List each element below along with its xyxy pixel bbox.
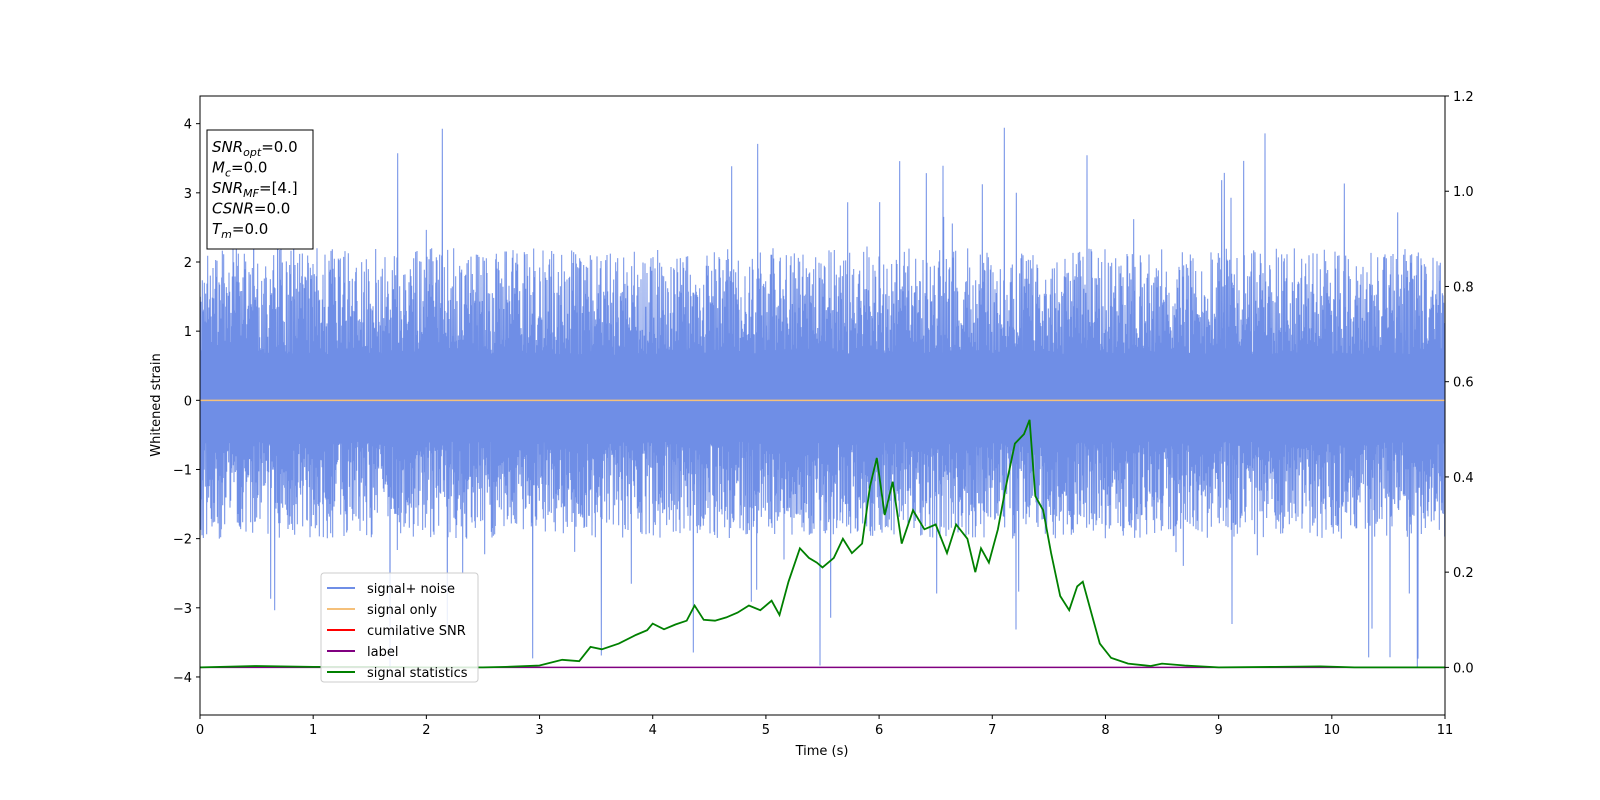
- annotation-line: CSNR=0.0: [212, 200, 290, 218]
- y-tick-label: −3: [173, 602, 192, 617]
- legend-label: label: [367, 645, 398, 660]
- annotation-line: SNRopt=0.0: [212, 138, 298, 159]
- y-axis-label: Whitened strain: [149, 353, 164, 456]
- x-tick-label: 5: [762, 723, 770, 738]
- y2-tick-label: 0.0: [1453, 661, 1474, 676]
- x-tick-label: 1: [309, 723, 317, 738]
- legend-label: signal statistics: [367, 666, 468, 681]
- y2-tick-label: 0.6: [1453, 376, 1474, 391]
- y2-tick-label: 0.2: [1453, 566, 1474, 581]
- y-tick-label: −1: [173, 463, 192, 478]
- y2-tick-label: 1.2: [1453, 90, 1474, 105]
- x-axis-label: Time (s): [795, 744, 849, 759]
- y-tick-label: 2: [184, 256, 192, 271]
- y2-tick-label: 0.8: [1453, 280, 1474, 295]
- series-signal-plus-noise-line: [200, 127, 1445, 669]
- y-axis-right: 0.0 0.2 0.4 0.6 0.8 1.0 1.2: [1445, 90, 1474, 676]
- x-tick-label: 9: [1214, 723, 1222, 738]
- x-tick-label: 6: [875, 723, 883, 738]
- plot-frame: [199, 95, 1446, 716]
- x-tick-label: 3: [535, 723, 543, 738]
- x-tick-label: 11: [1437, 723, 1454, 738]
- annotation-line: SNRMF=[4.]: [212, 179, 298, 200]
- y-axis-left: −4 −3 −2 −1 0 1 2 3 4: [173, 118, 200, 686]
- x-tick-label: 7: [988, 723, 996, 738]
- x-tick-label: 0: [196, 723, 204, 738]
- y2-tick-label: 1.0: [1453, 185, 1474, 200]
- annotation-line: Tm=0.0: [212, 220, 268, 241]
- legend-label: cumilative SNR: [367, 624, 466, 639]
- legend-label: signal only: [367, 603, 437, 618]
- legend-label: signal+ noise: [367, 582, 455, 597]
- y-tick-label: 0: [184, 394, 192, 409]
- y-tick-label: 1: [184, 325, 192, 340]
- annotation-line: Mc=0.0: [212, 159, 267, 180]
- y-tick-label: −4: [173, 671, 192, 686]
- legend: signal+ noise signal only cumilative SNR la…: [320, 572, 479, 683]
- y2-tick-label: 0.4: [1453, 471, 1474, 486]
- y-tick-label: 3: [184, 187, 192, 202]
- x-axis: 0 1 2 3 4 5 6 7 8 9 10 11: [196, 715, 1453, 738]
- series-signal-statistics-line: [200, 419, 1445, 669]
- x-tick-label: 10: [1324, 723, 1341, 738]
- x-tick-label: 8: [1101, 723, 1109, 738]
- y-tick-label: 4: [184, 118, 192, 133]
- y-tick-label: −2: [173, 533, 192, 548]
- x-tick-label: 2: [422, 723, 430, 738]
- x-tick-label: 4: [649, 723, 657, 738]
